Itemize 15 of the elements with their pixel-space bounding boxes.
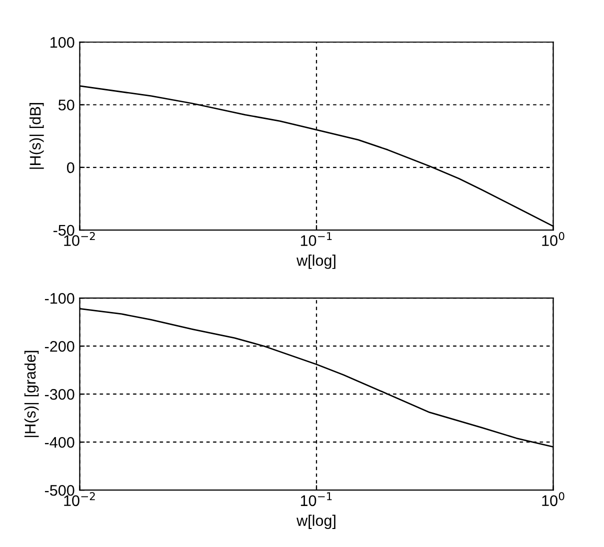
y-tick-label: 0 <box>66 162 74 174</box>
y-axis-title: |H(s)| [grade] <box>24 350 39 438</box>
y-tick-label: 50 <box>58 100 74 110</box>
y-tick-label: 100 <box>50 36 74 48</box>
x-tick-label: 10$^{0}$ <box>542 492 564 506</box>
y-axis-title: |H(s)| [dB] <box>30 103 44 169</box>
x-axis-title: w[log] <box>296 254 336 269</box>
y-tick-label: -300 <box>44 388 74 400</box>
x-tick-label: 10$^{−1}$ <box>300 492 332 506</box>
y-tick-label: -400 <box>44 436 74 448</box>
x-tick-label: 10$^{0}$ <box>542 232 564 246</box>
y-tick-label: -200 <box>44 340 74 352</box>
y-tick-label: -100 <box>44 292 74 304</box>
x-tick-label: 10$^{−1}$ <box>300 232 332 246</box>
x-axis-title: w[log] <box>296 514 336 530</box>
